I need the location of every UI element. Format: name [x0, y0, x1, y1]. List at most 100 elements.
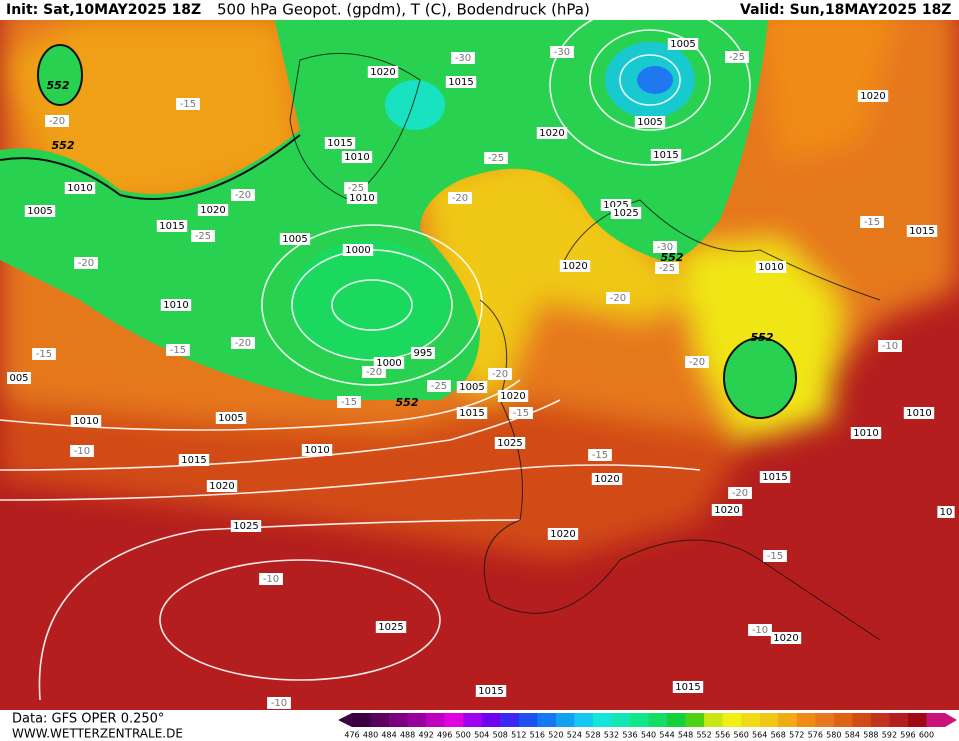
isobar-label-box — [494, 437, 526, 449]
isotherm-label: -15 — [36, 349, 52, 360]
isobar-label: 1005 — [459, 382, 484, 393]
colorbar-tick-label: 584 — [845, 731, 860, 740]
colorbar-swatch — [889, 713, 909, 727]
colorbar-swatch — [648, 713, 668, 727]
colorbar-arrow-right — [945, 713, 957, 727]
isotherm-label-box — [606, 292, 630, 304]
colorbar-swatch — [926, 713, 946, 727]
isotherm-label-box — [231, 189, 255, 201]
isotherm-label: -15 — [513, 408, 529, 419]
colorbar-swatch — [426, 713, 446, 727]
colorbar-swatch — [629, 713, 649, 727]
isobar-label-box — [160, 299, 192, 311]
colorbar-tick-label: 520 — [548, 731, 563, 740]
isobar-label: 1010 — [67, 183, 92, 194]
isobar-label-box — [341, 151, 373, 163]
colorbar-swatch — [815, 713, 835, 727]
colorbar-swatch — [500, 713, 520, 727]
isotherm-label: -30 — [455, 53, 471, 64]
isotherm-label: -15 — [592, 450, 608, 461]
isobar-label-box — [634, 116, 666, 128]
header-bar — [0, 0, 959, 20]
height-label: 552 — [396, 396, 419, 409]
isobar-label: 1015 — [181, 455, 206, 466]
colorbar-swatch — [667, 713, 687, 727]
isobar-label: 1015 — [762, 472, 787, 483]
colorbar-tick-label: 572 — [789, 731, 804, 740]
isobar-label: 1020 — [562, 261, 587, 272]
isobar-label: 995 — [413, 348, 432, 359]
isobar-label: 1020 — [500, 391, 525, 402]
colorbar-swatch — [574, 713, 594, 727]
isotherm-label-box — [427, 380, 451, 392]
colorbar-tick-label: 592 — [882, 731, 897, 740]
isobar-label-box — [279, 233, 311, 245]
isobar-label: 1020 — [200, 205, 225, 216]
isotherm-label-box — [653, 241, 677, 253]
isobar-label: 1010 — [758, 262, 783, 273]
website: WWW.WETTERZENTRALE.DE — [12, 727, 183, 741]
isobar-label: 10 — [940, 507, 953, 518]
isobar-label-box — [346, 192, 378, 204]
isotherm-label-box — [259, 573, 283, 585]
isobar-label: 1005 — [670, 39, 695, 50]
isobar-label-box — [456, 407, 488, 419]
isotherm-label: -25 — [431, 381, 447, 392]
green-region — [0, 0, 770, 400]
isotherm-label: -25 — [729, 52, 745, 63]
isobar-label-box — [206, 480, 238, 492]
isobar-label: 1015 — [159, 221, 184, 232]
isobar-label: 1020 — [773, 633, 798, 644]
isotherm-label: -15 — [170, 345, 186, 356]
isobar-label-box — [178, 454, 210, 466]
colorbar-tick-label: 488 — [400, 731, 415, 740]
isobar-label-box — [375, 621, 407, 633]
colorbar-swatch — [481, 713, 501, 727]
isotherm-label-box — [74, 257, 98, 269]
isotherm-label: -15 — [341, 397, 357, 408]
isobar-label: 1000 — [376, 358, 401, 369]
colorbar-tick-label: 560 — [734, 731, 749, 740]
colorbar-swatch — [518, 713, 538, 727]
colorbar-swatch — [704, 713, 724, 727]
isotherm-label-box — [70, 445, 94, 457]
isotherm-label: -20 — [452, 193, 468, 204]
isotherm-label: -10 — [271, 698, 287, 709]
colorbar-swatch — [796, 713, 816, 727]
colorbar-tick-label: 552 — [696, 731, 711, 740]
isobar-label-box — [156, 220, 188, 232]
isotherm-label-box — [655, 262, 679, 274]
isobar-label: 1015 — [327, 138, 352, 149]
isobar-label-box — [70, 415, 102, 427]
isobar-label: 1010 — [853, 428, 878, 439]
colorbar-tick-label: 512 — [511, 731, 526, 740]
isotherm-label: -15 — [864, 217, 880, 228]
isotherm-label: -25 — [488, 153, 504, 164]
isobar-label-box — [301, 444, 333, 456]
isobar-label: 1010 — [304, 445, 329, 456]
isotherm-label-box — [191, 230, 215, 242]
isobar-label-box — [755, 261, 787, 273]
isobar-label: 1015 — [653, 150, 678, 161]
isobar-label-box — [536, 127, 568, 139]
height-label: 552 — [751, 331, 774, 344]
colorbar-tick-label: 476 — [344, 731, 359, 740]
isobar-label-box — [857, 90, 889, 102]
isotherm-label-box — [484, 152, 508, 164]
colorbar-swatch — [907, 713, 927, 727]
isobar-label-box — [64, 182, 96, 194]
colorbar-swatch — [592, 713, 612, 727]
isobar-label-box — [24, 205, 56, 217]
colorbar-tick-label: 600 — [919, 731, 934, 740]
isobar-label: 1020 — [550, 529, 575, 540]
isobar-label: 1020 — [370, 67, 395, 78]
isobar-label-box — [411, 347, 435, 359]
colorbar-tick-label: 556 — [715, 731, 730, 740]
isobar-label: 1005 — [637, 117, 662, 128]
isotherm-label: -25 — [659, 263, 675, 274]
colorbar-tick-label: 540 — [641, 731, 656, 740]
isobar-label: 1005 — [282, 234, 307, 245]
isotherm-label-box — [267, 697, 291, 709]
isobar-label: 1025 — [497, 438, 522, 449]
